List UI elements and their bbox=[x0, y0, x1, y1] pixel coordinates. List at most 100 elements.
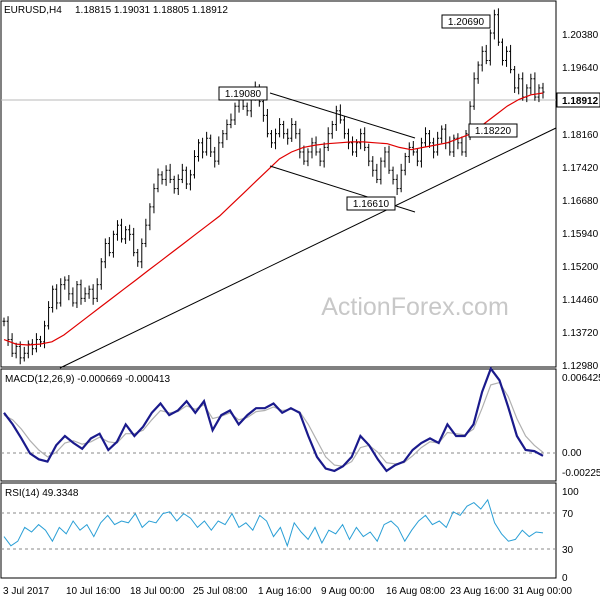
price-bar bbox=[444, 124, 448, 150]
watermark: ActionForex.com bbox=[321, 293, 509, 321]
price-bar bbox=[221, 130, 225, 148]
price-bar bbox=[2, 317, 6, 327]
price-bar bbox=[18, 341, 22, 365]
price-bar bbox=[529, 73, 533, 95]
price-bar bbox=[456, 133, 460, 150]
macd-signal-line bbox=[3, 381, 544, 467]
price-bar bbox=[383, 146, 387, 168]
price-bar bbox=[87, 285, 91, 299]
price-bar bbox=[120, 218, 124, 243]
price-bar bbox=[334, 105, 338, 131]
price-bar bbox=[205, 131, 209, 156]
x-tick-label: 9 Aug 00:00 bbox=[321, 586, 375, 597]
price-bar bbox=[371, 156, 375, 177]
x-tick-label: 18 Jul 00:00 bbox=[130, 586, 185, 597]
price-bar bbox=[521, 72, 525, 101]
price-bar bbox=[152, 183, 156, 214]
price-bar bbox=[411, 140, 415, 156]
price-bar bbox=[22, 346, 26, 362]
price-bar bbox=[26, 340, 30, 359]
price-bar bbox=[103, 238, 107, 269]
price-bar bbox=[322, 142, 326, 168]
macd-label: MACD(12,26,9) -0.000669 -0.000413 bbox=[5, 374, 171, 385]
price-bar bbox=[71, 287, 75, 307]
price-bar bbox=[38, 335, 42, 347]
price-bar bbox=[484, 44, 488, 65]
price-bar bbox=[513, 65, 517, 93]
x-tick-label: 1 Aug 16:00 bbox=[258, 586, 312, 597]
price-bar bbox=[403, 152, 407, 176]
price-bar bbox=[423, 127, 427, 147]
price-bar bbox=[217, 136, 221, 165]
price-bar bbox=[363, 127, 367, 152]
price-bar bbox=[128, 224, 132, 241]
x-tick-label: 10 Jul 16:00 bbox=[66, 586, 121, 597]
macd-line bbox=[3, 366, 544, 473]
price-bar bbox=[480, 46, 484, 72]
price-bar bbox=[314, 136, 318, 156]
price-bar bbox=[188, 169, 192, 191]
price-bar bbox=[509, 44, 513, 74]
price-bar bbox=[517, 73, 521, 95]
price-bar bbox=[298, 128, 302, 159]
price-bar bbox=[476, 61, 480, 84]
price-bar bbox=[269, 130, 273, 148]
rsi-tick-label: 70 bbox=[562, 509, 574, 520]
price-tick-label: 1.16680 bbox=[562, 196, 599, 207]
price-bar bbox=[99, 258, 103, 290]
price-bar bbox=[488, 29, 492, 66]
price-bar bbox=[460, 136, 464, 156]
price-bar bbox=[464, 130, 468, 158]
price-tick-label: 1.17420 bbox=[562, 163, 599, 174]
macd-tick-label: 0.00 bbox=[562, 448, 582, 459]
price-bar bbox=[55, 284, 59, 310]
price-bar bbox=[379, 157, 383, 185]
price-bar bbox=[395, 174, 399, 195]
x-tick-label: 23 Aug 16:00 bbox=[450, 586, 509, 597]
price-bar bbox=[415, 148, 419, 167]
price-bar bbox=[63, 276, 67, 290]
price-bar bbox=[359, 128, 363, 150]
price-bar bbox=[399, 163, 403, 193]
price-tick-label: 1.15200 bbox=[562, 262, 599, 273]
price-tick-label: 1.13720 bbox=[562, 328, 599, 339]
price-bar bbox=[245, 102, 249, 116]
price-bar bbox=[229, 113, 233, 129]
price-bar bbox=[115, 220, 119, 241]
rsi-panel-frame bbox=[0, 482, 557, 579]
price-bar bbox=[265, 108, 269, 138]
price-bar bbox=[79, 279, 83, 305]
price-bar bbox=[525, 84, 529, 103]
price-bar bbox=[391, 166, 395, 185]
price-bar bbox=[95, 278, 99, 303]
price-bar bbox=[148, 203, 152, 231]
price-bar bbox=[107, 237, 111, 257]
price-bar bbox=[496, 8, 500, 46]
price-bar bbox=[184, 166, 188, 190]
macd-panel-frame bbox=[0, 368, 557, 482]
price-bar bbox=[176, 174, 180, 195]
rsi-label: RSI(14) 49.3348 bbox=[5, 488, 79, 499]
price-bar bbox=[428, 130, 432, 148]
price-bar bbox=[448, 136, 452, 156]
price-bar bbox=[290, 118, 294, 142]
price-bar bbox=[67, 275, 71, 301]
trendline bbox=[59, 127, 557, 369]
chart-symbol: EURUSD,H4 bbox=[4, 5, 62, 16]
price-bar bbox=[14, 342, 18, 359]
annotation-label: 1.19080 bbox=[225, 89, 262, 100]
annotation-1-20690: 1.20690 bbox=[441, 14, 491, 29]
price-bar bbox=[160, 171, 164, 185]
price-bar bbox=[144, 218, 148, 248]
x-tick-label: 16 Aug 08:00 bbox=[386, 586, 445, 597]
price-tick-label: 1.18160 bbox=[562, 130, 599, 141]
price-bar bbox=[274, 128, 278, 150]
price-bar bbox=[500, 38, 504, 66]
current-price-label: 1.18912 bbox=[562, 96, 599, 107]
price-tick-label: 1.19640 bbox=[562, 63, 599, 74]
price-bar bbox=[192, 150, 196, 179]
price-bar bbox=[180, 163, 184, 184]
moving-average-line bbox=[3, 92, 544, 346]
